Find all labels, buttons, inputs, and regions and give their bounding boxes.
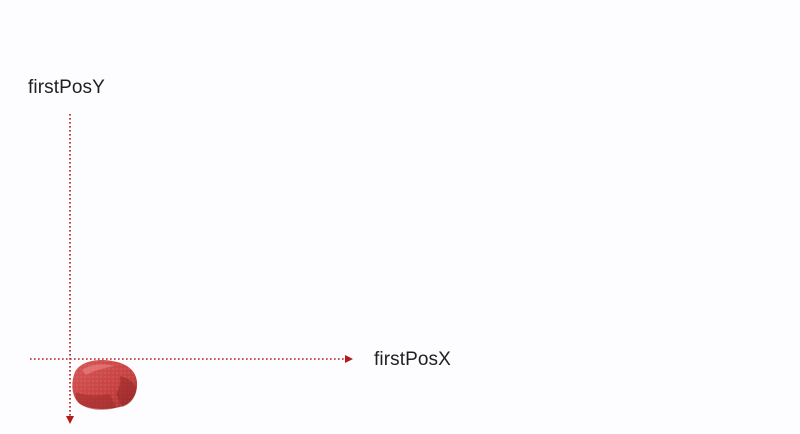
first-pos-x-label: firstPosX bbox=[374, 349, 451, 370]
first-pos-y-label: firstPosY bbox=[28, 77, 105, 98]
red-square-block-icon bbox=[72, 360, 138, 410]
